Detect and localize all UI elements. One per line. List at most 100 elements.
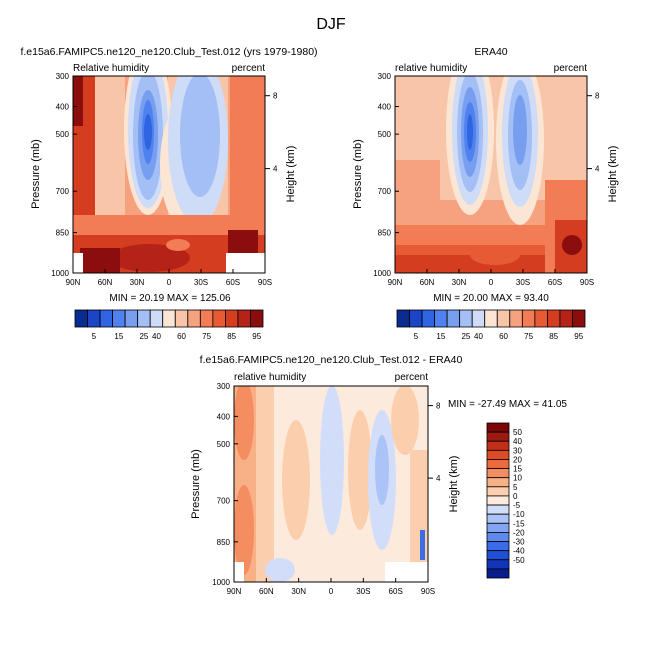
colorbar-box [174,309,189,328]
model-y-tick-label: 300 [56,72,70,81]
model-contour-field [73,76,265,273]
obs-x-tick-label: 60S [548,278,562,287]
colorbar-tick-label: 95 [574,332,583,341]
obs-x-tick-label: 0 [489,278,494,287]
colorbar-box [409,309,423,328]
diff-y2-tick-label: 8 [436,402,441,411]
colorbar-box [496,309,511,328]
obs-title: ERA40 [474,46,507,58]
colorbar-box [486,559,510,570]
model-x-tick-label: 60S [226,278,240,287]
obs-x-tick-label: 30S [516,278,530,287]
model-right-label: percent [232,63,266,74]
model-title: f.e15a6.FAMIPC5.ne120_ne120.Club_Test.01… [20,46,317,58]
colorbar-tick-label: 60 [177,332,186,341]
model-y2-tick-label: 4 [273,165,278,174]
colorbar-tick-label: 30 [513,446,522,455]
colorbar-tick-label: 15 [436,332,445,341]
obs-y-axis-label: Pressure (mb) [352,139,364,209]
colorbar-box [486,459,510,469]
obs-y-tick-label: 500 [378,130,392,139]
colorbar-box [162,309,176,328]
colorbar-box [534,309,548,328]
model-y2-axis-label: Height (km) [285,146,297,203]
obs-y-tick-label: 700 [378,187,392,196]
obs-y-tick-label: 300 [378,72,392,81]
obs-min-max: MIN = 20.00 MAX = 93.40 [433,293,549,304]
colorbar-tick-label: 95 [252,332,261,341]
model-y-tick-label: 400 [56,103,70,112]
colorbar-box [87,309,101,328]
model-colorbar: 5 15 25 40 60 75 85 95 [74,309,264,341]
diff-y-tick-label: 850 [217,538,231,547]
diff-x-tick-label: 90S [421,587,435,596]
colorbar-box [237,309,251,328]
obs-y-tick-label: 1000 [373,269,391,278]
colorbar-box [486,495,510,506]
model-panel: f.e15a6.FAMIPC5.ne120_ne120.Club_Test.01… [20,46,317,341]
colorbar-box [421,309,436,328]
diff-left-label: relative humidity [234,372,306,383]
colorbar-box [149,309,164,328]
colorbar-tick-label: -30 [513,538,525,547]
model-y-axis-label: Pressure (mb) [30,139,42,209]
colorbar-tick-label: 75 [202,332,211,341]
colorbar-box [486,504,510,515]
model-y-tick-label: 700 [56,187,70,196]
diff-y2-tick-label: 4 [436,474,441,483]
colorbar-tick-label: 15 [513,465,522,474]
colorbar-box [74,309,88,328]
model-y-tick-label: 1000 [51,269,69,278]
diff-y-tick-label: 500 [217,440,231,449]
colorbar-tick-label: 25 [139,332,148,341]
colorbar-box [224,309,239,328]
model-min-max: MIN = 20.19 MAX = 125.06 [109,293,231,304]
colorbar-tick-label: 75 [524,332,533,341]
colorbar-box [486,431,510,442]
obs-y2-axis-label: Height (km) [607,146,619,203]
obs-panel: ERA40 relative humidity percent [352,46,619,341]
model-x-tick-label: 90S [258,278,272,287]
colorbar-box [486,513,510,524]
colorbar-tick-label: 40 [152,332,161,341]
obs-y-tick-label: 850 [378,229,392,238]
colorbar-box [486,440,510,451]
diff-x-tick-label: 60S [389,587,403,596]
colorbar-tick-label: 85 [549,332,558,341]
diff-x-tick-label: 30S [356,587,370,596]
colorbar-box [212,309,226,328]
colorbar-tick-label: 5 [414,332,419,341]
colorbar-tick-label: 0 [513,492,518,501]
diff-y2-axis-label: Height (km) [448,456,460,513]
diff-y-tick-label: 400 [217,412,231,421]
model-ticks: 90N 60N 30N 0 30S 60S 90S 300 400 500 700 850 1000 8 4 [51,72,278,287]
figure-title: DJF [316,16,346,33]
diff-y-tick-label: 1000 [212,578,230,587]
colorbar-tick-label: 40 [513,437,522,446]
colorbar-box [572,309,586,328]
colorbar-box [459,309,473,328]
colorbar-tick-label: 60 [499,332,508,341]
diff-y-tick-label: 700 [217,497,231,506]
model-y-tick-label: 500 [56,130,70,139]
colorbar-tick-label: 5 [513,483,518,492]
colorbar-tick-label: -10 [513,510,525,519]
colorbar-box [486,541,510,552]
colorbar-tick-label: 10 [513,474,522,483]
model-x-tick-label: 60N [98,278,113,287]
model-left-label: Relative humidity [73,63,149,74]
obs-y2-tick-label: 4 [595,165,600,174]
colorbar-box [187,309,201,328]
colorbar-box [486,532,510,542]
colorbar-tick-label: -50 [513,556,525,565]
colorbar-tick-label: -5 [513,501,521,510]
colorbar-box [484,309,498,328]
colorbar-box [486,550,510,561]
obs-ticks: 90N 60N 30N 0 30S 60S 90S 300 400 500 700 850 1000 8 4 [373,72,600,287]
diff-x-tick-label: 60N [259,587,274,596]
obs-colorbar: 5 15 25 40 60 75 85 95 [396,309,586,341]
obs-left-label: relative humidity [395,63,467,74]
diff-panel: f.e15a6.FAMIPC5.ne120_ne120.Club_Test.01… [190,354,567,596]
